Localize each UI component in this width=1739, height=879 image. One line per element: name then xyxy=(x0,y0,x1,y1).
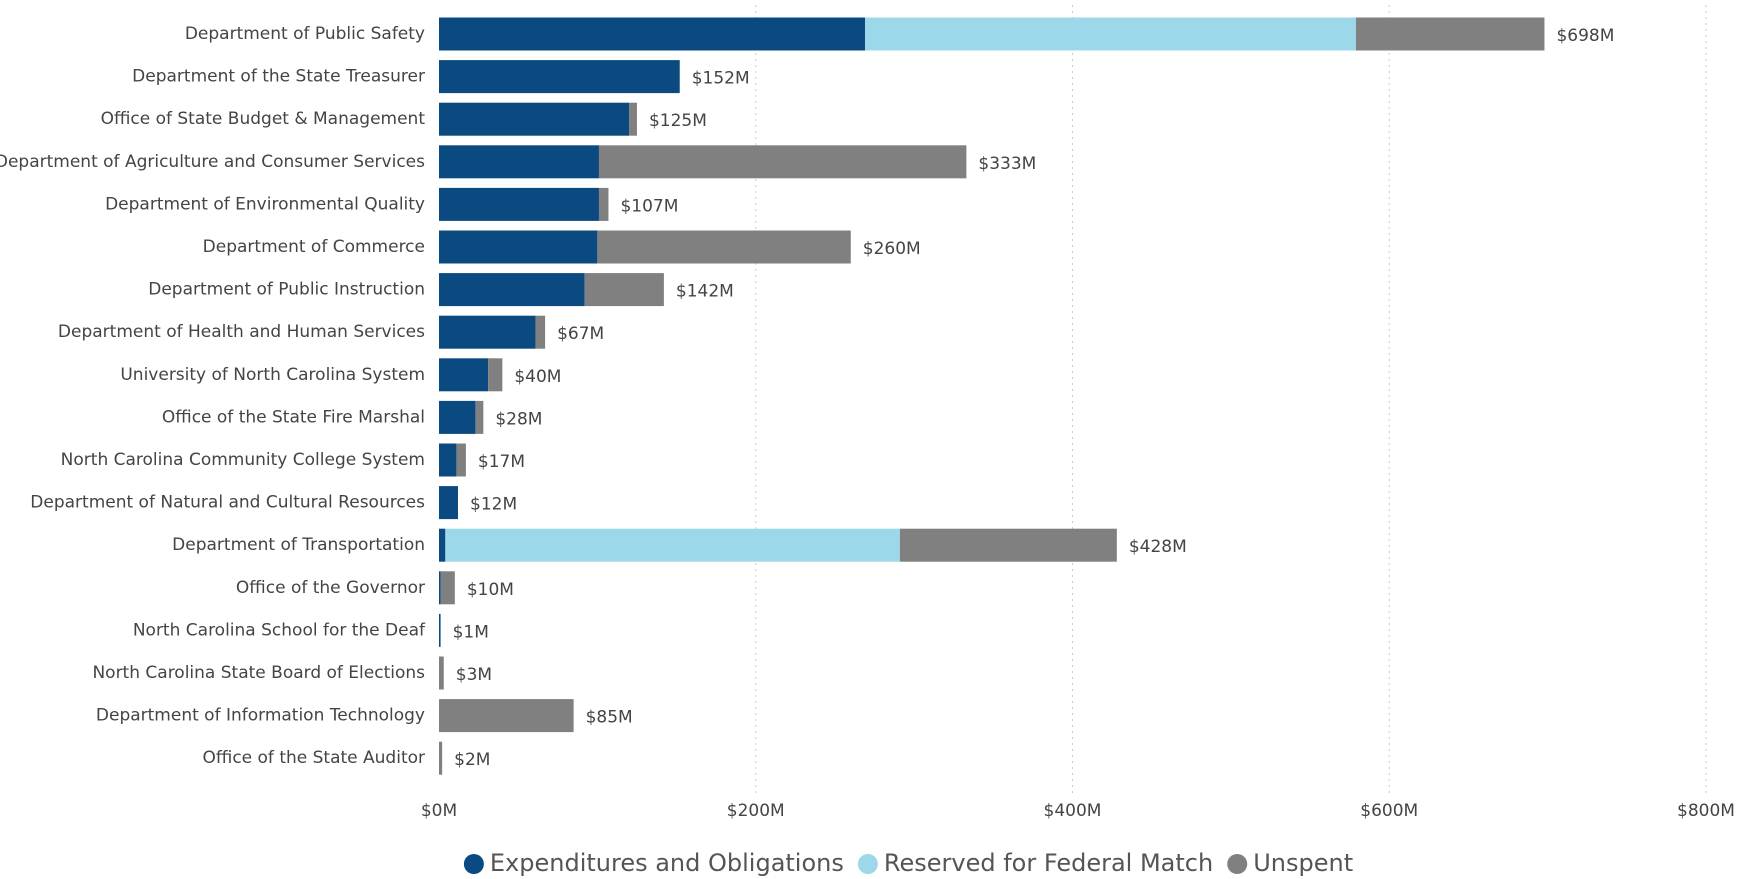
bar-segment xyxy=(475,400,484,434)
bar-segment xyxy=(439,571,441,605)
bar-segment xyxy=(439,613,441,647)
y-tick-label: Office of the Governor xyxy=(236,578,425,598)
bar-segment xyxy=(439,145,599,179)
data-label: $17M xyxy=(478,452,525,472)
data-label: $333M xyxy=(978,154,1036,174)
y-tick-label: Department of the State Treasurer xyxy=(132,67,425,87)
y-tick-label: Office of the State Fire Marshal xyxy=(162,407,425,427)
y-tick-label: Department of Agriculture and Consumer S… xyxy=(0,152,425,172)
y-tick-label: Office of the State Auditor xyxy=(203,748,426,768)
data-label: $10M xyxy=(467,580,514,600)
x-tick-label: $0M xyxy=(421,801,457,821)
bar-segment xyxy=(439,699,574,733)
y-tick-label: Department of Public Instruction xyxy=(148,280,425,300)
data-label: $152M xyxy=(692,69,750,89)
data-label: $67M xyxy=(557,324,604,344)
bar-segment xyxy=(439,230,598,264)
data-label: $107M xyxy=(620,196,678,216)
bar-segment xyxy=(445,528,900,562)
data-label: $12M xyxy=(470,495,517,515)
x-tick-label: $800M xyxy=(1677,801,1735,821)
data-label: $698M xyxy=(1556,26,1614,46)
bar-segment xyxy=(535,315,546,349)
bar-segment xyxy=(439,187,599,221)
x-tick-label: $200M xyxy=(727,801,785,821)
bar-segment xyxy=(440,571,455,605)
legend-label: Expenditures and Obligations xyxy=(490,849,844,877)
data-label: $428M xyxy=(1129,537,1187,557)
bar-segment xyxy=(439,102,630,136)
bar-segment xyxy=(598,145,967,179)
bar-segment xyxy=(439,358,489,392)
data-label: $125M xyxy=(649,111,707,131)
legend-marker xyxy=(1227,854,1248,874)
y-tick-label: Office of State Budget & Management xyxy=(101,109,426,129)
bar-segment xyxy=(439,528,446,562)
bar-segment xyxy=(598,187,609,221)
bar-segment xyxy=(584,273,664,307)
legend-marker xyxy=(463,854,484,874)
legend-label: Unspent xyxy=(1253,849,1353,877)
data-label: $260M xyxy=(863,239,921,259)
y-tick-label: Department of Environmental Quality xyxy=(105,194,425,214)
bar-segment xyxy=(439,656,444,690)
data-label: $2M xyxy=(454,750,490,770)
bar-segment xyxy=(1355,17,1545,51)
data-label: $1M xyxy=(453,622,489,642)
bar-segment xyxy=(439,60,680,94)
bar-segment xyxy=(629,102,637,136)
y-tick-label: Department of Public Safety xyxy=(185,24,425,44)
y-tick-label: North Carolina State Board of Elections xyxy=(92,663,425,683)
bar-segment xyxy=(439,400,476,434)
bar-segment xyxy=(439,443,457,477)
bar-segment xyxy=(439,315,536,349)
bar-segment xyxy=(439,17,866,51)
bar-segment xyxy=(488,358,503,392)
bar-segment xyxy=(899,528,1117,562)
data-label: $142M xyxy=(676,282,734,302)
legend-label: Reserved for Federal Match xyxy=(884,849,1213,877)
bar-segment xyxy=(456,443,466,477)
data-label: $85M xyxy=(586,708,633,728)
bar-segment xyxy=(439,741,443,775)
y-tick-label: North Carolina Community College System xyxy=(61,450,425,470)
bar-segment xyxy=(865,17,1356,51)
y-tick-label: University of North Carolina System xyxy=(120,365,425,385)
data-label: $3M xyxy=(456,665,492,685)
data-label: $28M xyxy=(495,409,542,429)
bar-segment xyxy=(439,486,459,520)
y-tick-label: Department of Commerce xyxy=(203,237,425,257)
bar-segment xyxy=(439,273,585,307)
y-tick-label: North Carolina School for the Deaf xyxy=(133,620,426,640)
y-tick-label: Department of Information Technology xyxy=(96,706,425,726)
y-tick-label: Department of Health and Human Services xyxy=(58,322,425,342)
y-tick-label: Department of Natural and Cultural Resou… xyxy=(30,493,425,513)
legend-marker xyxy=(857,854,878,874)
x-tick-label: $400M xyxy=(1044,801,1102,821)
data-label: $40M xyxy=(514,367,561,387)
bar-segment xyxy=(597,230,851,264)
x-tick-label: $600M xyxy=(1360,801,1418,821)
y-tick-label: Department of Transportation xyxy=(172,535,425,555)
